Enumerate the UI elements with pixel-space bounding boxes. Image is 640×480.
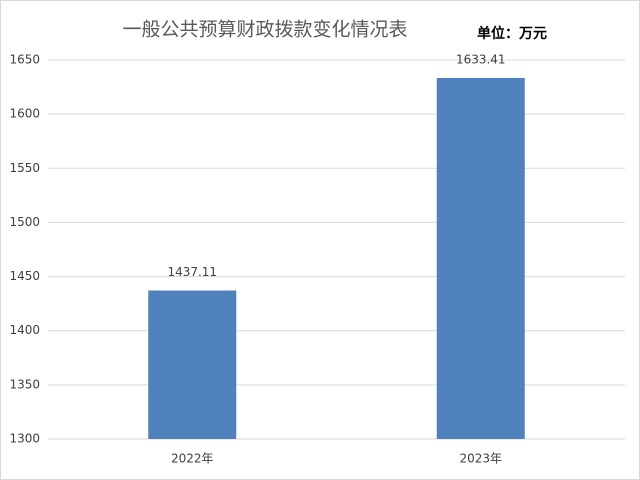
y-tick-label: 1600: [9, 107, 40, 121]
chart-title: 一般公共预算财政拨款变化情况表: [122, 19, 407, 41]
y-tick-label: 1400: [9, 323, 40, 337]
unit-annotation: 单位：万元: [477, 25, 547, 42]
bar: [148, 290, 237, 439]
y-tick-label: 1650: [9, 53, 40, 67]
value-label: 1633.41: [456, 52, 506, 66]
x-tick-label: 2023年: [459, 452, 502, 466]
y-tick-label: 1300: [9, 432, 40, 446]
y-tick-label: 1450: [9, 269, 40, 283]
x-tick-label: 2022年: [171, 452, 214, 466]
y-tick-label: 1350: [9, 377, 40, 391]
value-label: 1437.11: [167, 265, 217, 279]
y-tick-label: 1500: [9, 215, 40, 229]
y-tick-label: 1550: [9, 161, 40, 175]
bar: [436, 77, 525, 439]
